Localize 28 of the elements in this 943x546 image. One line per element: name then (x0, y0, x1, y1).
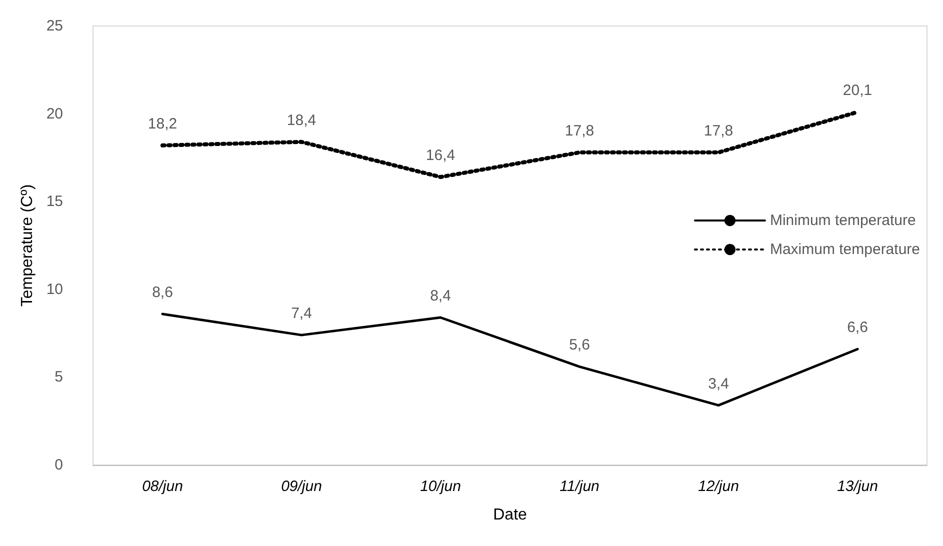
x-tick-label: 13/jun (837, 478, 878, 495)
y-tick-label: 20 (46, 105, 63, 122)
data-label: 5,6 (569, 336, 590, 354)
y-axis-title: Temperature (Cº) (18, 184, 36, 307)
data-label: 17,8 (704, 122, 734, 140)
data-label: 18,4 (286, 112, 316, 129)
x-tick-label: 08/jun (142, 478, 183, 495)
y-tick-label: 25 (46, 18, 63, 34)
y-tick-label: 10 (46, 280, 63, 298)
data-label: 8,4 (430, 287, 451, 304)
x-tick-label: 11/jun (560, 478, 600, 495)
data-label: 8,6 (152, 284, 173, 301)
data-label: 6,6 (847, 319, 868, 336)
y-tick-label: 15 (46, 193, 63, 210)
x-tick-label: 10/jun (420, 478, 461, 495)
data-label: 16,4 (426, 147, 456, 164)
x-axis-title: Date (493, 506, 527, 524)
data-label: 18,2 (148, 115, 178, 132)
legend-label: Minimum temperature (770, 212, 916, 229)
y-tick-label: 5 (54, 368, 63, 386)
data-label: 17,8 (564, 122, 594, 140)
x-tick-label: 12/jun (698, 478, 739, 495)
y-tick-label: 0 (54, 456, 63, 474)
data-label: 7,4 (291, 305, 312, 322)
legend-label: Maximum temperature (770, 241, 920, 258)
data-label: 20,1 (842, 82, 872, 100)
data-label: 3,4 (708, 375, 729, 392)
x-tick-label: 09/jun (281, 478, 322, 495)
